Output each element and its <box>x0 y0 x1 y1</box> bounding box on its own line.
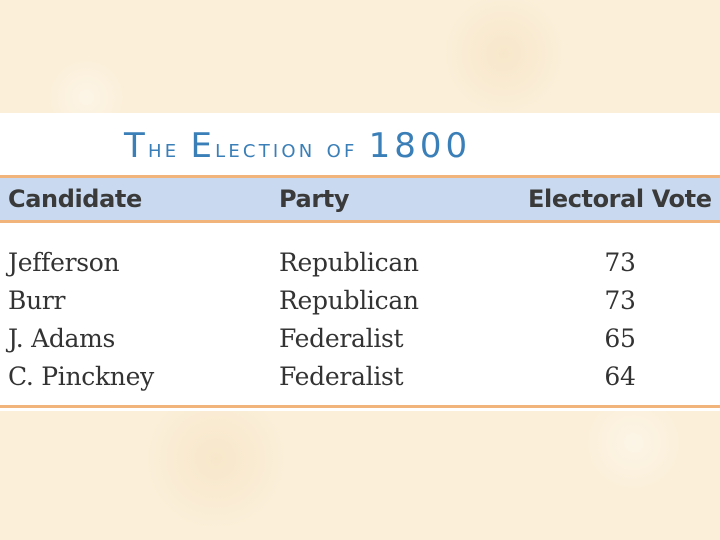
table-title: The Election of 1800 <box>124 123 471 169</box>
cell-electoral-vote: 73 <box>604 286 636 315</box>
column-header-electoral-vote: Electoral Vote <box>528 185 712 213</box>
title-cap-e: E <box>190 126 216 166</box>
table-row: Jefferson Republican 73 <box>0 244 720 282</box>
column-header-candidate: Candidate <box>8 185 142 213</box>
column-header-party: Party <box>279 185 350 213</box>
cell-candidate: C. Pinckney <box>8 362 154 391</box>
election-table-card: The Election of 1800 Candidate Party Ele… <box>0 113 720 411</box>
title-word-election-of: lection of <box>215 134 369 163</box>
cell-party: Federalist <box>279 362 404 391</box>
table-bottom-rule <box>0 405 720 408</box>
title-cap-t: T <box>124 126 148 166</box>
cell-electoral-vote: 65 <box>604 324 636 353</box>
cell-candidate: Burr <box>8 286 66 315</box>
cell-electoral-vote: 64 <box>604 362 636 391</box>
cell-party: Federalist <box>279 324 404 353</box>
cell-candidate: Jefferson <box>8 248 120 277</box>
table-header-row: Candidate Party Electoral Vote <box>0 175 720 223</box>
table-row: J. Adams Federalist 65 <box>0 320 720 358</box>
cell-candidate: J. Adams <box>8 324 116 353</box>
title-word-the: he <box>147 134 191 163</box>
cell-party: Republican <box>279 248 419 277</box>
cell-party: Republican <box>279 286 419 315</box>
table-row: Burr Republican 73 <box>0 282 720 320</box>
cell-electoral-vote: 73 <box>604 248 636 277</box>
table-row: C. Pinckney Federalist 64 <box>0 358 720 396</box>
title-year: 1800 <box>368 126 472 166</box>
